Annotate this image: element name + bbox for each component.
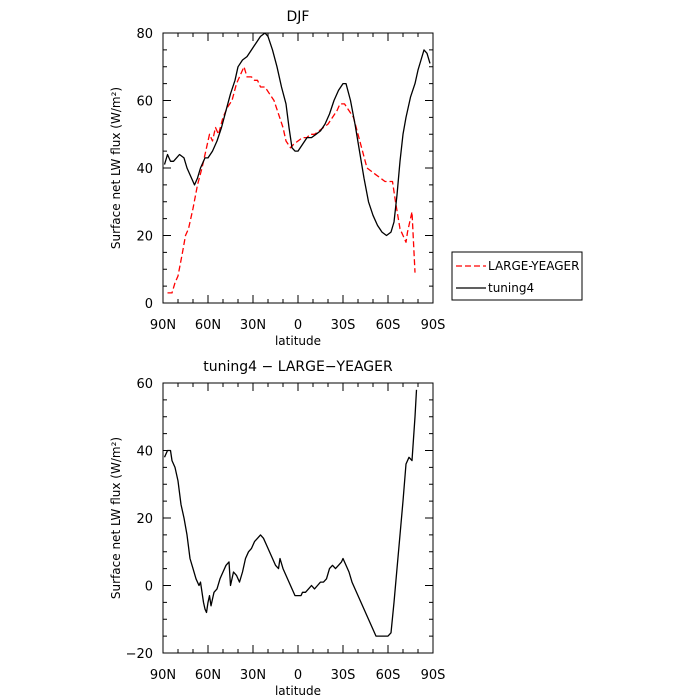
x-tick-label: 90N — [150, 668, 176, 683]
difference-line — [163, 389, 418, 637]
y-tick-label: 40 — [136, 162, 153, 177]
y-tick-label: 60 — [136, 95, 153, 110]
y-tick-label: −20 — [126, 647, 153, 662]
x-tick-label: 0 — [294, 318, 302, 333]
y-tick-label: 40 — [136, 445, 153, 460]
x-tick-label: 60N — [195, 318, 221, 333]
legend-label: LARGE-YEAGER — [488, 259, 579, 273]
x-tick-label: 30N — [240, 318, 266, 333]
y-tick-label: 0 — [145, 297, 153, 312]
bottom-chart: 90N 60N 30N 0 30S 60S 90S −20 0 20 40 60 latitude Sur… — [109, 359, 445, 698]
x-axis-label: latitude — [275, 684, 321, 698]
x-tick-label: 60S — [376, 318, 401, 333]
y-tick-label: 0 — [145, 580, 153, 595]
series-line-large-yeager — [167, 66, 416, 294]
y-tick-label: 60 — [136, 377, 153, 392]
x-tick-label: 60N — [195, 668, 221, 683]
x-tick-label: 30S — [331, 668, 356, 683]
y-tick-label: 20 — [136, 230, 153, 245]
x-tick-label: 90S — [421, 668, 446, 683]
x-tick-label: 30S — [331, 318, 356, 333]
x-tick-label: 30N — [240, 668, 266, 683]
chart-title: tuning4 − LARGE−YEAGER — [203, 359, 393, 375]
chart-title: DJF — [287, 9, 310, 25]
x-tick-label: 60S — [376, 668, 401, 683]
y-axis-label: Surface net LW flux (W/m²) — [109, 437, 123, 599]
legend-box — [451, 251, 583, 301]
x-tick-label: 90S — [421, 318, 446, 333]
plot-frame — [162, 32, 434, 304]
y-axis-label: Surface net LW flux (W/m²) — [109, 87, 123, 249]
top-chart: 90N 60N 30N 0 30S 60S 90S 0 20 40 60 80 latitude Surf… — [109, 9, 583, 348]
x-axis-label: latitude — [275, 334, 321, 348]
series-line-tuning4 — [163, 32, 431, 237]
y-tick-label: 20 — [136, 512, 153, 527]
legend-label: tuning4 — [488, 281, 534, 295]
x-tick-label: 0 — [294, 668, 302, 683]
y-tick-label: 80 — [136, 27, 153, 42]
x-tick-label: 90N — [150, 318, 176, 333]
